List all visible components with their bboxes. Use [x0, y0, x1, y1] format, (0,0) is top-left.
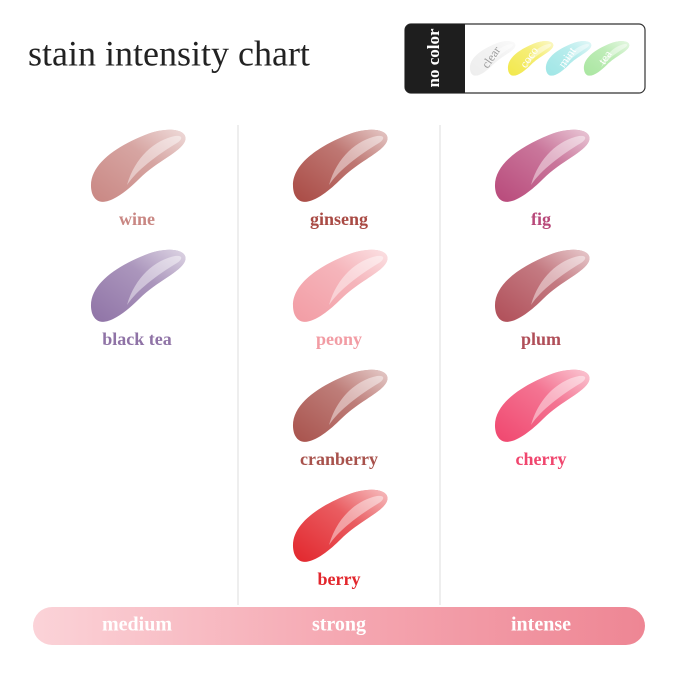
shade-swatch — [494, 249, 590, 322]
shade-name: black tea — [102, 329, 172, 349]
shade-swatch-shine — [90, 129, 186, 202]
shade-swatch-shine — [292, 249, 388, 322]
shade-swatch-shine — [494, 369, 590, 442]
no-color-swatch-shine — [583, 41, 630, 76]
shade-swatch — [494, 129, 590, 202]
intensity-level: medium — [102, 614, 172, 636]
shade-swatch-shine — [292, 489, 388, 562]
shade-swatch — [292, 489, 388, 562]
no-color-swatch-highlight — [601, 44, 628, 68]
no-color-swatch — [583, 41, 630, 76]
no-color-swatch-highlight — [487, 44, 514, 68]
shade-swatch — [90, 249, 186, 322]
shade-name: berry — [318, 569, 361, 589]
no-color-swatch-shine — [507, 41, 554, 76]
shade-name: wine — [119, 209, 155, 229]
shade-swatch-highlight — [329, 135, 384, 185]
no-color-swatch — [507, 41, 554, 76]
shade-swatch-shine — [292, 129, 388, 202]
shade-swatch-highlight — [531, 375, 586, 425]
no-color-tab — [405, 24, 465, 93]
shade-name: cranberry — [300, 449, 378, 469]
shade-swatch-shine — [90, 249, 186, 322]
shade-swatch-highlight — [127, 135, 182, 185]
no-color-swatch-shine — [469, 41, 516, 76]
shade-name: fig — [531, 209, 551, 229]
shade-swatch — [292, 369, 388, 442]
shade-swatch-highlight — [531, 135, 586, 185]
no-color-swatch-shine — [545, 41, 592, 76]
shade-swatch-shine — [292, 369, 388, 442]
intensity-bar — [33, 607, 645, 645]
title: stain intensity chart — [28, 33, 310, 73]
shade-name: plum — [521, 329, 561, 349]
shade-swatch-shine — [494, 129, 590, 202]
no-color-label: no color — [424, 28, 443, 87]
shade-name: ginseng — [310, 209, 368, 229]
shade-swatch-highlight — [127, 255, 182, 305]
shade-swatch — [292, 129, 388, 202]
no-color-swatch — [545, 41, 592, 76]
shade-name: cherry — [516, 449, 567, 469]
no-color-swatch-highlight — [525, 44, 552, 68]
no-color-swatch-highlight — [563, 44, 590, 68]
shade-name: peony — [316, 329, 362, 349]
shade-swatch — [494, 369, 590, 442]
shade-swatch-highlight — [329, 375, 384, 425]
shade-swatch-highlight — [329, 495, 384, 545]
intensity-level: intense — [511, 614, 571, 636]
shade-swatch-highlight — [531, 255, 586, 305]
shade-swatch-shine — [494, 249, 590, 322]
no-color-swatch — [469, 41, 516, 76]
shade-swatch — [292, 249, 388, 322]
shade-swatch-highlight — [329, 255, 384, 305]
intensity-level: strong — [312, 614, 366, 636]
shade-swatch — [90, 129, 186, 202]
